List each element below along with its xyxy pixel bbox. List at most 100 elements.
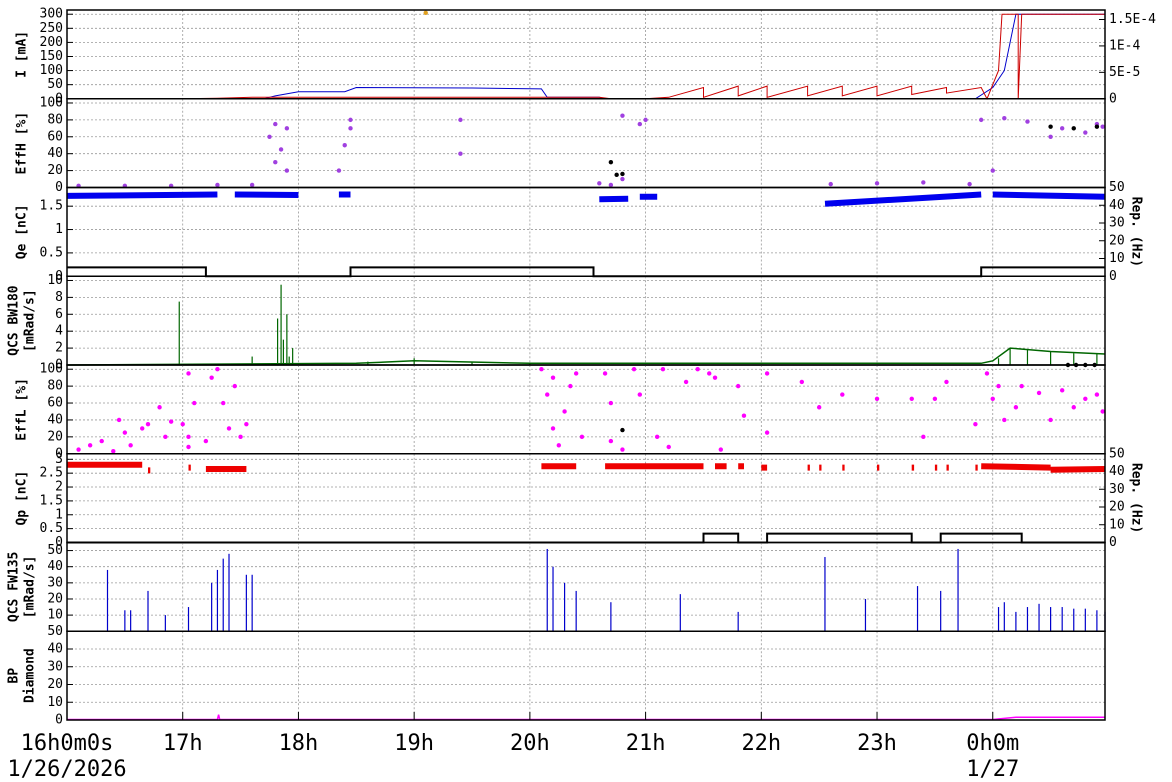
y-tick-label: 1.5 [40,199,63,214]
y-tick-label: 0 [55,180,63,195]
data-point [215,182,220,188]
data-point [203,438,209,444]
y2-tick-label: 1E-4 [1109,38,1140,53]
y-tick-label: 300 [40,7,63,22]
data-point [186,434,191,440]
data-point [828,181,833,187]
series-line [67,13,1105,100]
data-point [608,400,614,406]
data-point [180,421,185,427]
series-line [67,714,1105,721]
data-point [128,443,133,448]
data-point [545,392,550,397]
y-tick-label: 2 [55,341,63,356]
y-tick-label: 30 [47,575,63,590]
data-point [336,168,342,173]
y-tick-label: 60 [47,129,63,144]
data-point [660,367,666,372]
y-tick-label: 100 [40,362,63,377]
data-point [1025,119,1030,124]
data-point [140,426,145,431]
x-tick-label: 23h [857,731,897,756]
data-point [122,430,128,435]
x-tick-label: 18h [279,731,319,756]
y2-tick-label: 0 [1109,91,1117,106]
y-tick-label: 60 [47,396,63,411]
data-point [637,121,643,127]
y2-tick-label: 50 [1109,180,1125,195]
x-tick-label: 22h [741,731,781,756]
panel-frame [66,364,1106,455]
y2-tick-label: 30 [1109,482,1125,497]
data-point [984,371,990,376]
y2-tick-label: 40 [1109,198,1125,213]
data-point [620,447,625,452]
y-tick-label: 20 [47,677,63,692]
y-tick-label: 0 [55,713,63,728]
x-tick-label: 0h0m [966,731,1019,756]
y-axis-label: I [mA] [15,31,30,78]
data-point [568,383,573,389]
data-point [967,181,972,187]
data-point [556,443,562,448]
y-tick-label: 20 [47,163,63,178]
data-point [990,168,995,173]
data-point [186,444,191,450]
data-point [741,413,747,418]
y-tick-label: 2 [55,480,63,495]
y2-tick-label: 20 [1109,233,1125,248]
data-point [284,168,290,173]
series-line [67,532,1105,544]
data-point [423,10,428,16]
data-point [944,379,949,385]
y-tick-label: 3 [55,452,63,467]
y-tick-label: 6 [55,307,63,322]
data-point [1071,405,1076,410]
y-tick-label: 0 [55,269,63,284]
data-point [232,383,237,389]
data-point [978,117,984,123]
data-point [76,447,81,452]
data-point [654,434,660,440]
data-point [1083,130,1088,135]
y-tick-label: 50 [47,624,63,639]
data-point [718,447,724,452]
y-tick-label: 10 [47,695,63,710]
data-point [111,449,116,454]
data-point [608,159,614,165]
y-axis-label: Qe [nC] [15,204,30,259]
data-point [1100,409,1105,414]
data-point [1036,390,1042,396]
x-tick-label: 16h0m0s [21,731,114,756]
data-point [620,113,625,118]
data-point [550,426,556,431]
x-tick-label: 20h [510,731,550,756]
data-point [458,117,463,123]
y-tick-label: 40 [47,146,63,161]
y-tick-label: 40 [47,559,63,574]
y2-tick-label: 40 [1109,464,1125,479]
x-tick-label: 19h [394,731,434,756]
data-point [921,434,926,440]
y2-tick-label: 30 [1109,216,1125,231]
data-point [163,434,168,440]
y2-tick-label: 1.5E-4 [1109,12,1156,27]
data-point [168,419,174,424]
y-axis-label: EffL [%] [15,378,30,441]
data-point [909,396,914,402]
series-line [67,13,1105,100]
y2-axis-label: Rep. (Hz) [1129,197,1144,267]
data-point [666,444,671,450]
data-point [1019,383,1024,389]
data-point [267,134,272,139]
data-point [215,367,220,372]
data-point [1083,396,1088,402]
y2-tick-label: 10 [1109,251,1125,266]
y-tick-label: 0 [55,535,63,550]
panel-frame [66,275,1106,366]
date-label: 1/27 [966,757,1019,782]
data-point [348,117,353,123]
data-point [602,371,608,376]
y-tick-label: 0.5 [40,245,63,260]
